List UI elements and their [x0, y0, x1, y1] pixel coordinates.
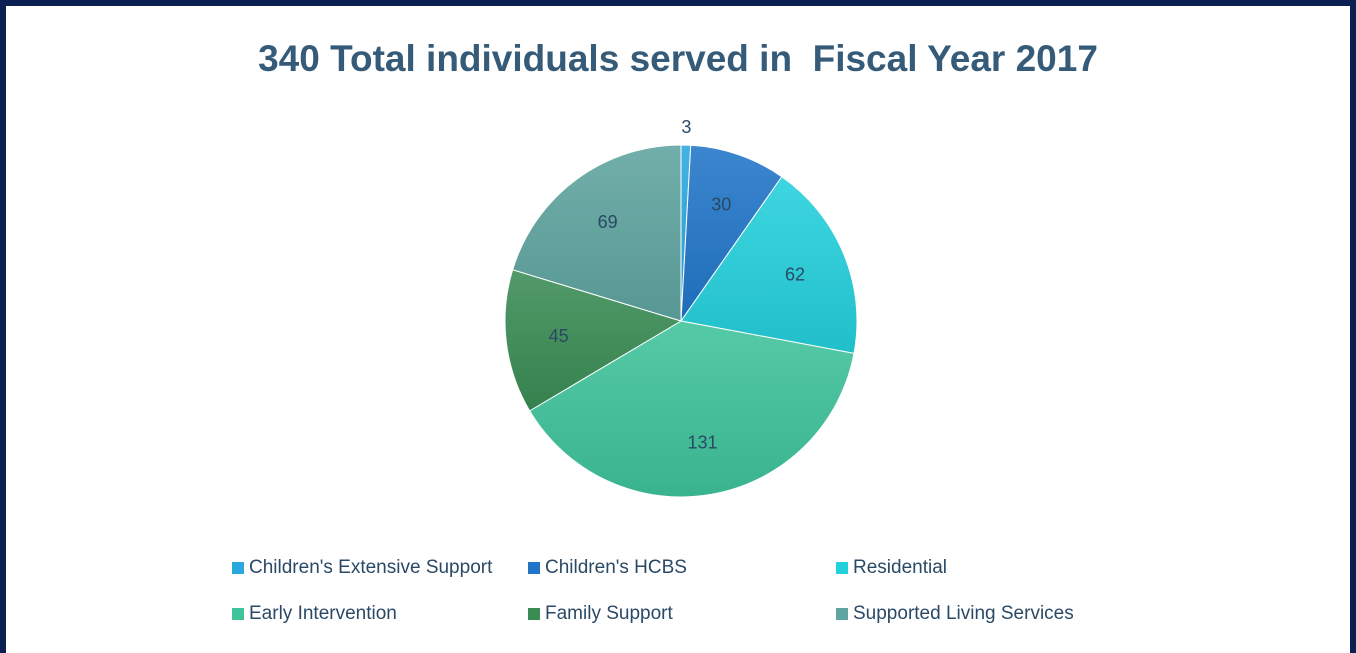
frame-border-right	[1350, 0, 1356, 653]
legend-label-0: Children's Extensive Support	[249, 557, 493, 578]
slice-data-label-3: 131	[687, 432, 717, 452]
legend-item-5: Supported Living Services	[836, 603, 1074, 625]
pie-slice-1	[680, 144, 783, 323]
legend-swatch-4	[528, 608, 540, 620]
legend-item-3: Early Intervention	[232, 603, 397, 625]
frame-border-left	[0, 0, 6, 653]
legend-label-1: Children's HCBS	[545, 557, 687, 578]
legend-swatch-2	[836, 562, 848, 574]
legend-swatch-3	[232, 608, 244, 620]
legend-item-2: Residential	[836, 557, 947, 579]
legend-swatch-0	[232, 562, 244, 574]
slice-data-label-4: 45	[549, 326, 569, 346]
legend-label-3: Early Intervention	[249, 603, 397, 624]
pie-slice-2	[680, 176, 858, 354]
pie-slice-4	[504, 269, 683, 412]
chart-title: 340 Total individuals served in Fiscal Y…	[258, 38, 1098, 79]
pie-slice-5	[512, 144, 682, 322]
legend-item-1: Children's HCBS	[528, 557, 687, 579]
slice-data-label-5: 69	[598, 212, 618, 232]
legend-item-4: Family Support	[528, 603, 673, 625]
frame-border-top	[0, 0, 1356, 6]
legend-label-4: Family Support	[545, 603, 673, 624]
legend-label-5: Supported Living Services	[853, 603, 1074, 624]
slice-data-label-0: 3	[681, 117, 691, 137]
legend-label-2: Residential	[853, 557, 947, 578]
legend-swatch-5	[836, 608, 848, 620]
slice-data-label-1: 30	[711, 195, 731, 215]
slice-data-label-2: 62	[785, 264, 805, 284]
legend-swatch-1	[528, 562, 540, 574]
pie-slice-3	[528, 320, 855, 498]
legend-item-0: Children's Extensive Support	[232, 557, 492, 579]
